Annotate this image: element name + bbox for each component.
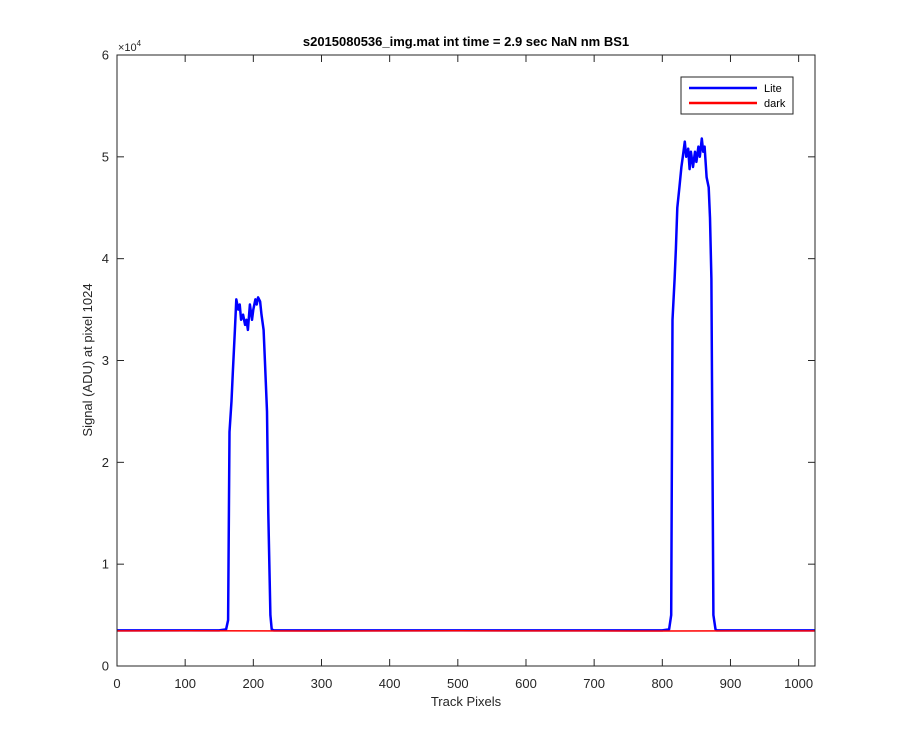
y-tick-label: 5 [102, 149, 109, 164]
x-tick-label: 100 [174, 676, 196, 691]
x-tick-label: 200 [242, 676, 264, 691]
legend-label-dark: dark [764, 98, 786, 110]
y-axis-label: Signal (ADU) at pixel 1024 [80, 283, 95, 436]
y-axis-exponent: ×104 [118, 39, 142, 54]
y-tick-label: 3 [102, 353, 109, 368]
plot-area [117, 55, 815, 666]
legend-box [680, 76, 794, 115]
y-tick-label: 2 [102, 455, 109, 470]
legend-label-lite: Lite [764, 83, 782, 95]
y-tick-label: 0 [102, 659, 109, 674]
series-layer [116, 137, 815, 632]
chart-title: s2015080536_img.mat int time = 2.9 sec N… [303, 34, 629, 49]
y-tick-label: 1 [102, 557, 109, 572]
x-tick-label: 500 [447, 676, 469, 691]
legend: Lite dark [680, 76, 794, 115]
x-tick-label: 300 [311, 676, 333, 691]
x-tick-label: 800 [651, 676, 673, 691]
ticks-layer: 0 100 200 300 400 500 600 700 800 900 1000 0 1 2 3 4 5 6 [102, 48, 815, 691]
x-tick-label: 1000 [784, 676, 813, 691]
y-tick-label: 6 [102, 48, 109, 63]
x-tick-label: 900 [720, 676, 742, 691]
x-tick-label: 600 [515, 676, 537, 691]
x-tick-label: 700 [583, 676, 605, 691]
x-tick-label: 400 [379, 676, 401, 691]
x-tick-label: 0 [113, 676, 120, 691]
y-tick-label: 4 [102, 251, 109, 266]
x-axis-label: Track Pixels [431, 694, 502, 709]
plot-frame [116, 54, 816, 667]
